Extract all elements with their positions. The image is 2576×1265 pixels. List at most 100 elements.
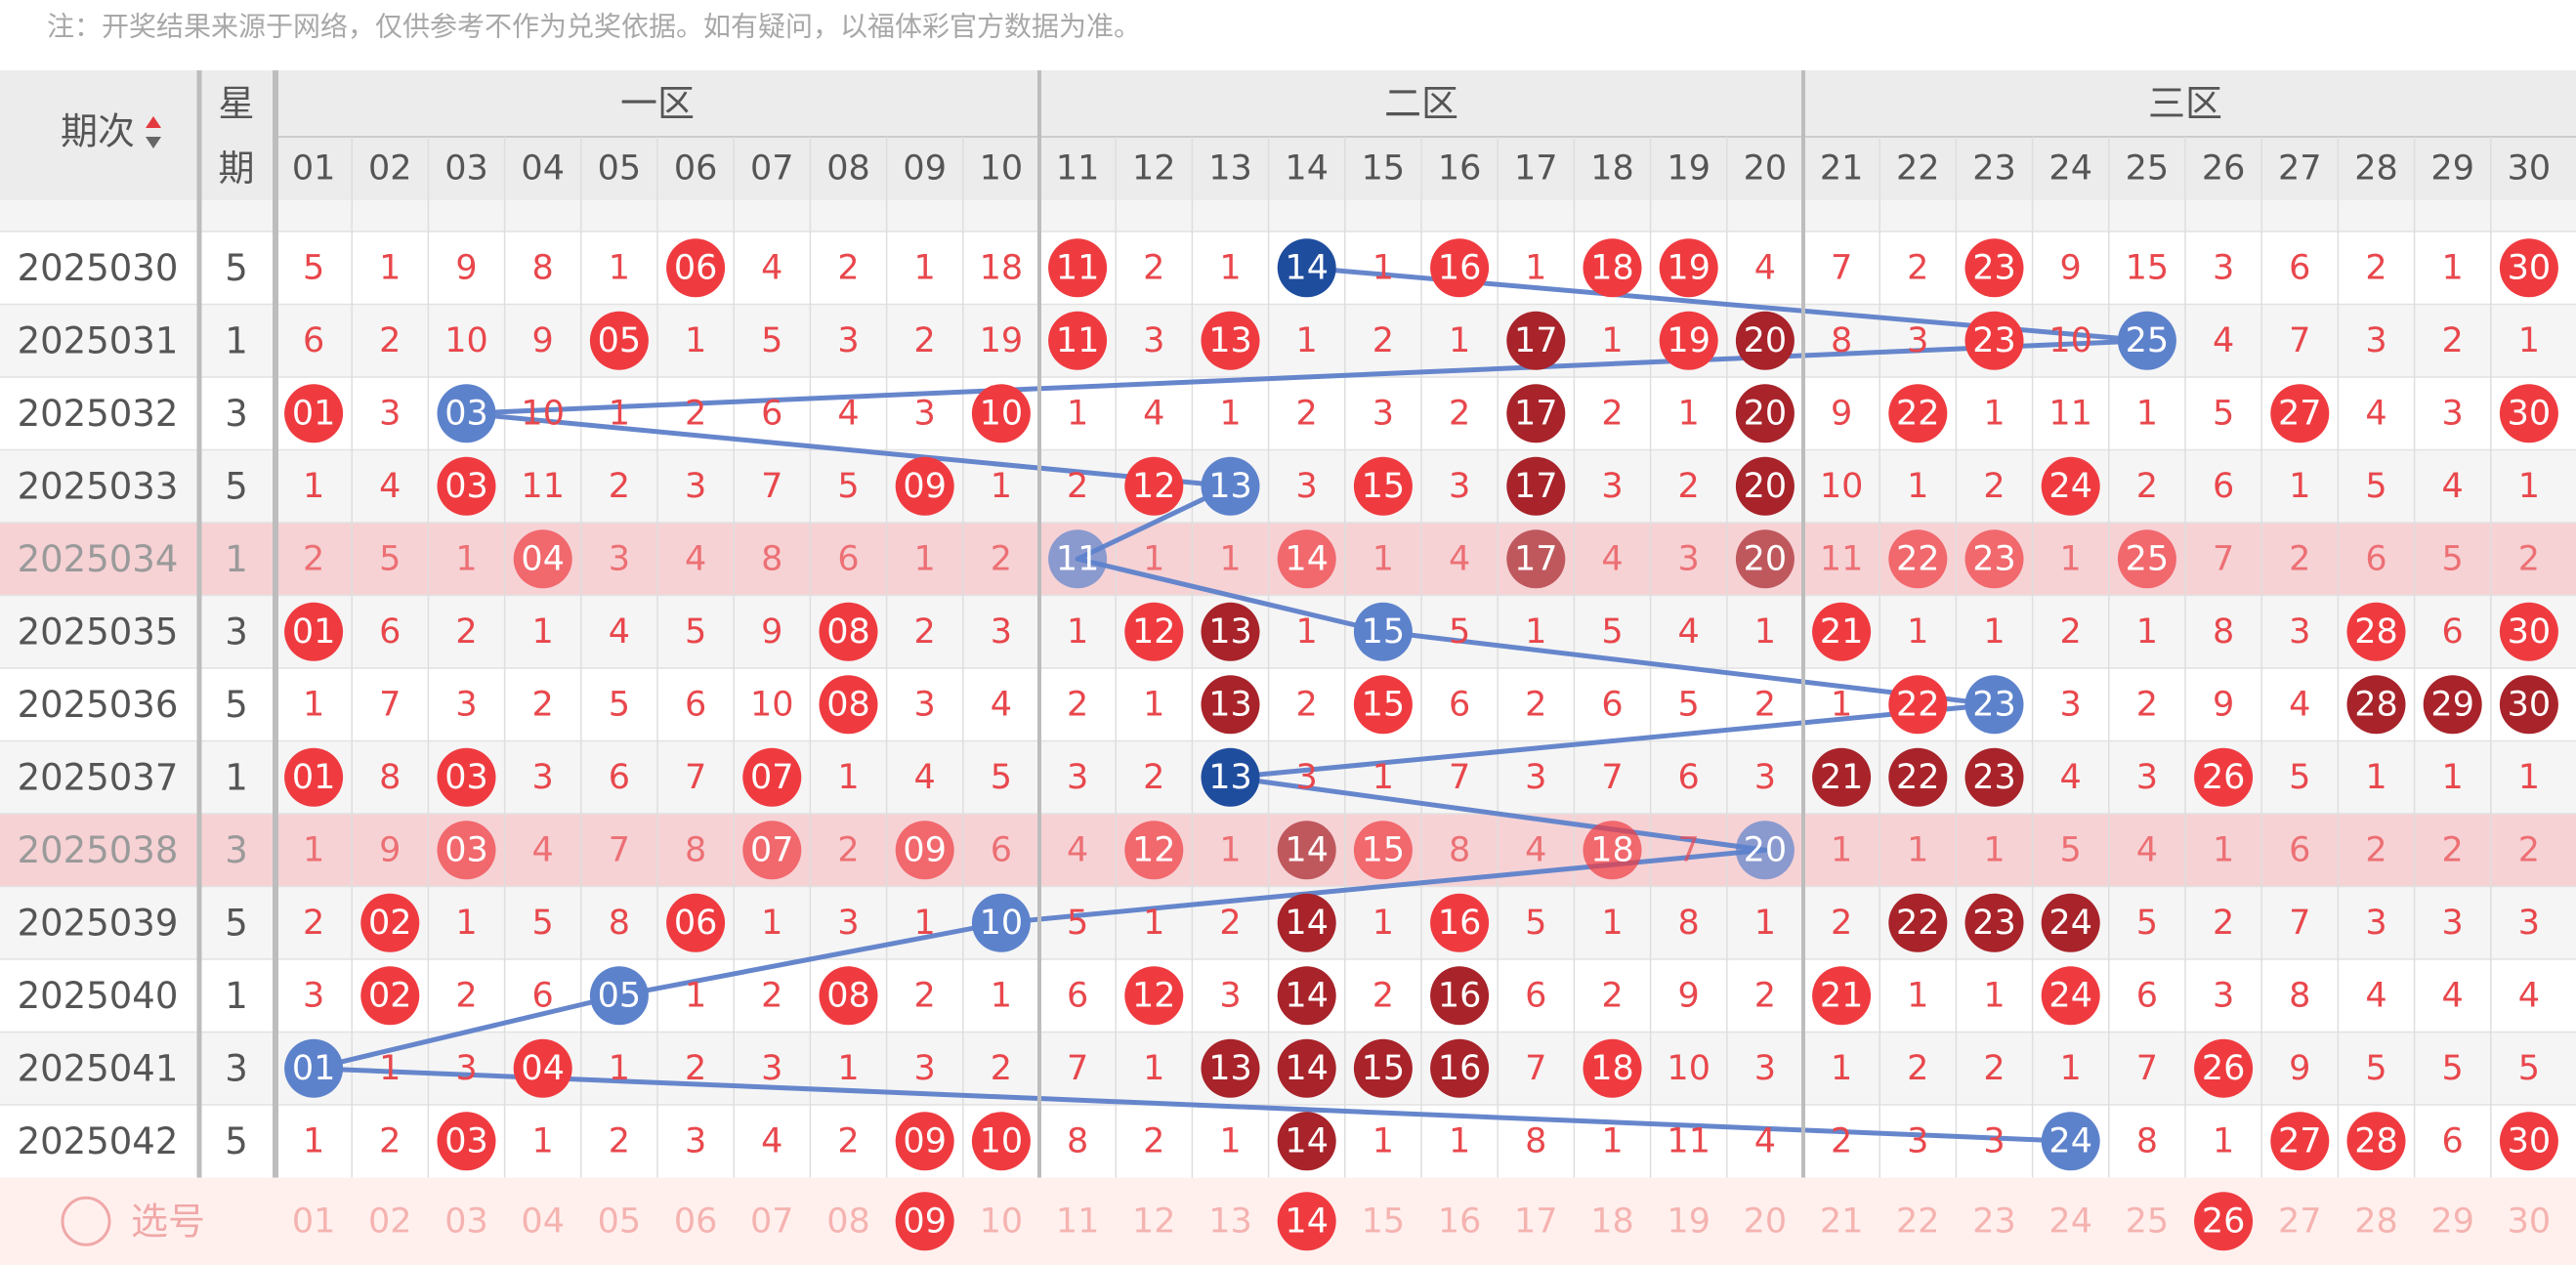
select-number[interactable]: 11 bbox=[1056, 1202, 1100, 1241]
ball bbox=[1201, 675, 1260, 735]
select-number[interactable]: 30 bbox=[2508, 1202, 2552, 1241]
ball bbox=[1735, 456, 1795, 516]
cell: 5 bbox=[1525, 904, 1546, 943]
cell: 1 bbox=[685, 321, 706, 360]
ball bbox=[2423, 675, 2482, 735]
cell: 30 bbox=[2508, 248, 2552, 287]
cell: 2 bbox=[991, 1049, 1012, 1088]
ball bbox=[1430, 1038, 1490, 1098]
select-number[interactable]: 07 bbox=[750, 1202, 794, 1241]
cell: 05 bbox=[598, 321, 642, 360]
cell: 27 bbox=[2278, 394, 2322, 433]
cell: 20 bbox=[1744, 830, 1788, 869]
ball bbox=[2270, 384, 2330, 443]
select-number[interactable]: 14 bbox=[1285, 1202, 1329, 1241]
cell: 7 bbox=[1601, 758, 1623, 797]
cell: 06 bbox=[674, 248, 718, 287]
cell: 1 bbox=[1983, 976, 2005, 1015]
cell: 14 bbox=[1285, 1049, 1329, 1088]
cell: 4 bbox=[761, 248, 782, 287]
cell: 3 bbox=[1983, 1121, 2005, 1160]
cell: 3 bbox=[991, 612, 1012, 652]
select-number[interactable]: 28 bbox=[2354, 1202, 2398, 1241]
select-number[interactable]: 12 bbox=[1132, 1202, 1176, 1241]
cell: 5 bbox=[2213, 394, 2234, 433]
cell: 1 bbox=[303, 1121, 324, 1160]
cell: 13 bbox=[1208, 758, 1252, 797]
ball bbox=[1735, 311, 1795, 370]
cell: 2 bbox=[1983, 467, 2005, 506]
period: 2025042 bbox=[18, 1120, 179, 1162]
select-number[interactable]: 27 bbox=[2278, 1202, 2322, 1241]
cell: 2 bbox=[1143, 248, 1164, 287]
cell: 3 bbox=[1907, 321, 1928, 360]
period: 2025032 bbox=[18, 393, 179, 435]
cell: 5 bbox=[1449, 612, 1470, 652]
select-number[interactable]: 18 bbox=[1590, 1202, 1634, 1241]
cell: 1 bbox=[1219, 248, 1241, 287]
select-number[interactable]: 21 bbox=[1820, 1202, 1864, 1241]
ball bbox=[2041, 893, 2100, 952]
weekday: 3 bbox=[225, 829, 248, 871]
column-label: 30 bbox=[2508, 149, 2552, 189]
select-number[interactable]: 23 bbox=[1972, 1202, 2016, 1241]
cell: 10 bbox=[980, 394, 1024, 433]
cell: 26 bbox=[2202, 1049, 2246, 1088]
select-number[interactable]: 22 bbox=[1896, 1202, 1940, 1241]
cell: 28 bbox=[2354, 612, 2398, 652]
cell: 22 bbox=[1896, 758, 1940, 797]
column-label: 03 bbox=[444, 149, 488, 189]
select-number[interactable]: 25 bbox=[2126, 1202, 2170, 1241]
cell: 6 bbox=[2289, 830, 2310, 869]
cell: 4 bbox=[2365, 976, 2386, 1015]
select-number[interactable]: 19 bbox=[1667, 1202, 1710, 1241]
select-number[interactable]: 15 bbox=[1362, 1202, 1406, 1241]
select-number[interactable]: 08 bbox=[826, 1202, 870, 1241]
ball bbox=[971, 893, 1031, 952]
cell: 1 bbox=[1296, 321, 1318, 360]
cell: 4 bbox=[2136, 830, 2158, 869]
cell: 10 bbox=[1820, 467, 1864, 506]
select-number[interactable]: 24 bbox=[2048, 1202, 2092, 1241]
ball bbox=[1353, 821, 1413, 880]
select-number[interactable]: 13 bbox=[1208, 1202, 1252, 1241]
cell: 1 bbox=[1143, 904, 1164, 943]
weekday: 1 bbox=[225, 756, 248, 798]
column-label: 27 bbox=[2278, 149, 2322, 189]
select-number[interactable]: 10 bbox=[980, 1202, 1024, 1241]
select-number[interactable]: 16 bbox=[1438, 1202, 1482, 1241]
cell: 8 bbox=[1067, 1121, 1088, 1160]
cell: 5 bbox=[2289, 758, 2310, 797]
select-number[interactable]: 03 bbox=[444, 1202, 488, 1241]
cell: 2 bbox=[2136, 685, 2158, 724]
select-number[interactable]: 20 bbox=[1744, 1202, 1788, 1241]
select-number[interactable]: 02 bbox=[368, 1202, 412, 1241]
cell: 7 bbox=[1525, 1049, 1546, 1088]
select-number[interactable]: 06 bbox=[674, 1202, 718, 1241]
cell: 5 bbox=[2442, 1049, 2464, 1088]
cell: 12 bbox=[1132, 976, 1176, 1015]
select-number[interactable]: 26 bbox=[2202, 1202, 2246, 1241]
cell: 1 bbox=[1601, 1121, 1623, 1160]
cell: 1 bbox=[2442, 248, 2464, 287]
select-number[interactable]: 29 bbox=[2430, 1202, 2474, 1241]
select-number[interactable]: 05 bbox=[598, 1202, 642, 1241]
select-number[interactable]: 04 bbox=[521, 1202, 565, 1241]
weekday: 1 bbox=[225, 319, 248, 361]
cell: 03 bbox=[444, 830, 488, 869]
period: 2025034 bbox=[18, 538, 179, 580]
select-number[interactable]: 17 bbox=[1514, 1202, 1558, 1241]
cell: 9 bbox=[1831, 394, 1852, 433]
cell: 13 bbox=[1208, 612, 1252, 652]
select-number[interactable]: 01 bbox=[292, 1202, 336, 1241]
note: 注：开奖结果来源于网络，仅供参考不作为兑奖依据。如有疑问，以福体彩官方数据为准。 bbox=[47, 11, 1141, 43]
select-number[interactable]: 09 bbox=[903, 1202, 947, 1241]
period: 2025030 bbox=[18, 247, 179, 289]
cell: 1 bbox=[532, 612, 554, 652]
ball bbox=[360, 893, 420, 952]
cell: 3 bbox=[2365, 321, 2386, 360]
ball bbox=[1277, 238, 1336, 298]
ball bbox=[1506, 311, 1566, 370]
cell: 30 bbox=[2508, 1121, 2552, 1160]
cell: 12 bbox=[1132, 467, 1176, 506]
